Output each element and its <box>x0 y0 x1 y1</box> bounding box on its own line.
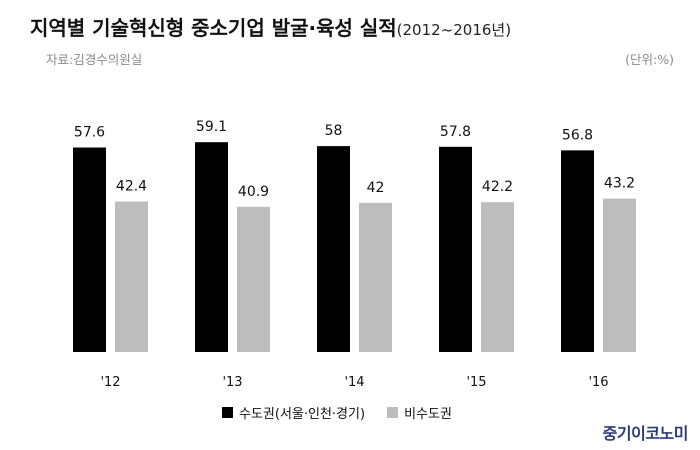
data-label-non-capital-3: 42.2 <box>482 179 513 195</box>
legend-label-capital: 수도권(서울·인천·경기) <box>239 407 366 422</box>
bar-capital-0 <box>73 147 106 352</box>
data-label-non-capital-0: 42.4 <box>116 178 147 194</box>
chart-title-main: 지역별 기술혁신형 중소기업 발굴·육성 실적 <box>30 16 397 40</box>
legend: 수도권(서울·인천·경기) 비수도권 <box>222 403 474 422</box>
bar-capital-1 <box>195 142 228 352</box>
chart-title-period: (2012~2016년) <box>396 21 512 39</box>
x-tick-label-3: '15 <box>466 375 486 390</box>
bar-non-capital-0 <box>115 201 148 352</box>
x-tick-label-0: '12 <box>100 375 120 390</box>
source-note: 자료:김경수의원실 <box>46 52 143 67</box>
legend-label-non-capital: 비수도권 <box>404 407 452 422</box>
data-label-non-capital-4: 43.2 <box>604 176 635 192</box>
bar-non-capital-4 <box>603 198 636 352</box>
data-label-non-capital-1: 40.9 <box>238 184 269 200</box>
data-label-capital-0: 57.6 <box>74 125 105 141</box>
legend-swatch-capital <box>222 407 233 418</box>
bar-capital-3 <box>439 146 472 352</box>
bar-non-capital-1 <box>237 206 270 352</box>
data-label-capital-4: 56.8 <box>562 127 593 143</box>
legend-swatch-non-capital <box>387 407 399 418</box>
x-tick-label-2: '14 <box>344 375 364 390</box>
data-label-capital-2: 58 <box>325 123 343 139</box>
unit-note: (단위:%) <box>625 52 674 67</box>
data-label-non-capital-2: 42 <box>367 180 385 196</box>
bar-non-capital-2 <box>359 202 392 352</box>
legend-item-capital: 수도권(서울·인천·경기) <box>222 403 365 422</box>
x-tick-label-1: '13 <box>222 375 242 390</box>
data-label-capital-1: 59.1 <box>196 119 227 135</box>
legend-item-non-capital: 비수도권 <box>387 403 452 422</box>
data-label-capital-3: 57.8 <box>440 124 471 140</box>
chart-title: 지역별 기술혁신형 중소기업 발굴·육성 실적(2012~2016년) <box>30 12 511 41</box>
x-tick-label-4: '16 <box>588 375 608 390</box>
bar-capital-4 <box>561 150 594 352</box>
bar-non-capital-3 <box>481 202 514 352</box>
bar-capital-2 <box>317 146 350 352</box>
publisher-logo: 중기이코노미 <box>602 424 689 443</box>
